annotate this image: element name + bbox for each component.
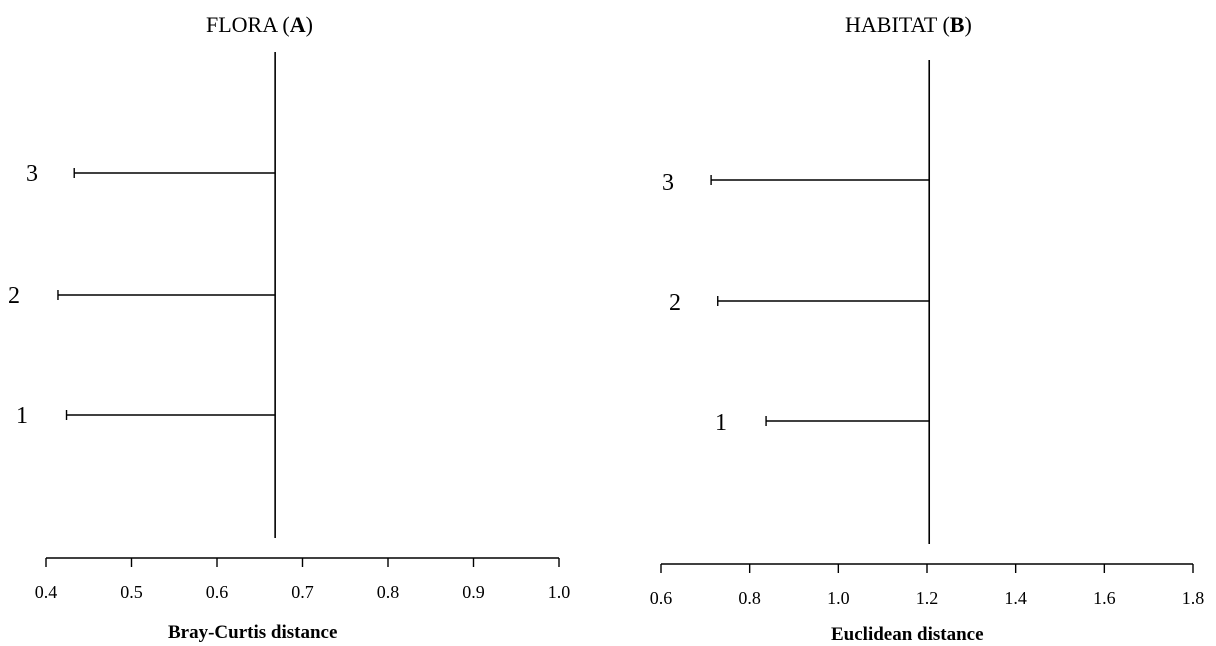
- habitat-chart: 0.6 0.8 1.0 1.2 1.4 1.6 1.8 3 2 1: [650, 60, 1205, 608]
- habitat-panel: HABITAT (B) 0.6 0.8 1.0 1.2 1.4 1.6 1.8 3 2 1 Euc…: [608, 0, 1216, 646]
- title-close: ): [305, 12, 313, 37]
- habitat-title: HABITAT (B): [845, 12, 972, 38]
- flora-title: FLORA (A): [206, 12, 313, 38]
- x-tick-label: 1.4: [1004, 588, 1027, 608]
- title-close: ): [964, 12, 972, 37]
- title-letter: A: [289, 12, 306, 37]
- habitat-x-axis-label: Euclidean distance: [831, 624, 984, 645]
- title-letter: B: [949, 12, 965, 37]
- x-tick-label: 0.5: [120, 582, 143, 602]
- flora-chart: 0.4 0.5 0.6 0.7 0.8 0.9 1.0 3 2 1: [8, 52, 571, 602]
- x-tick-label: 1.0: [827, 588, 850, 608]
- leaf-label-1: 1: [16, 403, 28, 429]
- x-tick-label: 0.6: [206, 582, 229, 602]
- x-tick-label: 1.8: [1182, 588, 1205, 608]
- x-tick-label: 0.4: [35, 582, 58, 602]
- x-tick-label: 0.8: [738, 588, 761, 608]
- leaf-label-1: 1: [715, 410, 727, 436]
- leaf-label-3: 3: [26, 161, 38, 187]
- flora-panel: FLORA (A) 0.4 0.5 0.6 0.7 0.8 0.9 1.0 3 2 1 Bray-…: [8, 12, 571, 643]
- x-tick-label: 0.6: [650, 588, 673, 608]
- x-tick-label: 1.2: [916, 588, 939, 608]
- x-tick-label: 1.6: [1093, 588, 1116, 608]
- leaf-label-2: 2: [669, 290, 681, 316]
- title-text: FLORA (: [206, 12, 290, 37]
- flora-x-axis-label: Bray-Curtis distance: [168, 622, 338, 643]
- x-tick-label: 0.8: [377, 582, 400, 602]
- leaf-label-3: 3: [662, 170, 674, 196]
- title-text: HABITAT (: [845, 12, 950, 37]
- x-tick-label: 0.7: [291, 582, 314, 602]
- x-tick-label: 0.9: [462, 582, 485, 602]
- leaf-label-2: 2: [8, 283, 20, 309]
- x-tick-label: 1.0: [548, 582, 571, 602]
